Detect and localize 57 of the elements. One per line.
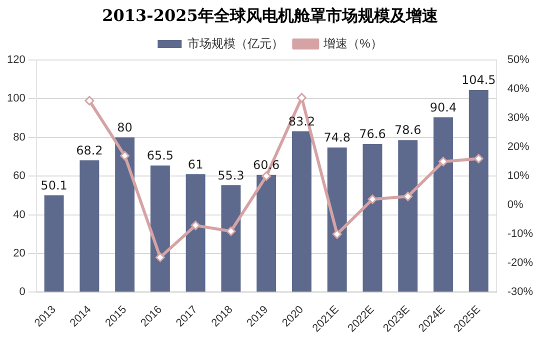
point	[474, 154, 484, 164]
bar	[327, 147, 347, 292]
data-label: 68.2	[76, 143, 103, 158]
point	[190, 220, 200, 230]
data-label: 76.6	[359, 127, 386, 142]
y2-tick-label: 50%	[507, 54, 530, 66]
y2-tick-label: 0%	[507, 199, 524, 212]
data-label: 90.4	[430, 100, 457, 114]
point	[332, 229, 342, 239]
point	[438, 156, 448, 166]
bar	[256, 174, 276, 292]
point	[120, 151, 130, 161]
bar	[398, 140, 418, 292]
y-tick-label: 60	[13, 170, 26, 182]
y-tick-label: 100	[6, 92, 26, 105]
y2-tick-label: -20%	[507, 257, 534, 270]
y-tick-label: 40	[13, 208, 26, 221]
bar	[292, 131, 312, 292]
bar	[434, 117, 453, 292]
data-label: 50.1	[40, 178, 68, 192]
data-label: 104.5	[461, 73, 496, 88]
y-tick-label: 80	[13, 131, 26, 144]
bar	[362, 144, 382, 292]
y2-tick-label: -10%	[507, 228, 534, 240]
bar	[186, 174, 206, 292]
bar	[44, 195, 64, 292]
data-label: 74.8	[324, 130, 350, 145]
y2-tick-label: -30%	[507, 286, 534, 298]
data-label: 61	[188, 157, 204, 172]
point	[226, 226, 236, 236]
bar	[80, 160, 100, 292]
legend-label: 增速（%）	[322, 36, 382, 50]
chart-title: 2013-2025年全球风电机舱罩市场规模及增速	[101, 6, 439, 27]
point	[262, 171, 272, 181]
y2-tick-label: 30%	[507, 112, 530, 124]
y2-tick-label: 10%	[507, 170, 530, 182]
point	[368, 194, 378, 204]
y-tick-label: 0	[19, 286, 26, 298]
point	[403, 192, 413, 202]
data-label: 65.5	[146, 148, 174, 163]
data-label: 78.6	[394, 123, 422, 138]
bar	[115, 137, 135, 292]
data-label: 55.3	[218, 168, 244, 182]
bar	[150, 165, 170, 292]
y2-tick-label: 40%	[507, 83, 530, 96]
data-label: 83.2	[288, 114, 316, 128]
point	[155, 252, 165, 262]
data-label: 80	[117, 120, 132, 135]
point	[84, 96, 94, 106]
bar	[221, 185, 241, 292]
legend-label: 市场规模（亿元）	[188, 36, 284, 50]
y-tick-label: 120	[6, 54, 26, 66]
data-label: 60.6	[252, 158, 280, 172]
y-tick-label: 20	[13, 248, 26, 260]
y2-tick-label: 20%	[507, 141, 530, 154]
bar	[468, 90, 488, 292]
point	[296, 92, 306, 102]
